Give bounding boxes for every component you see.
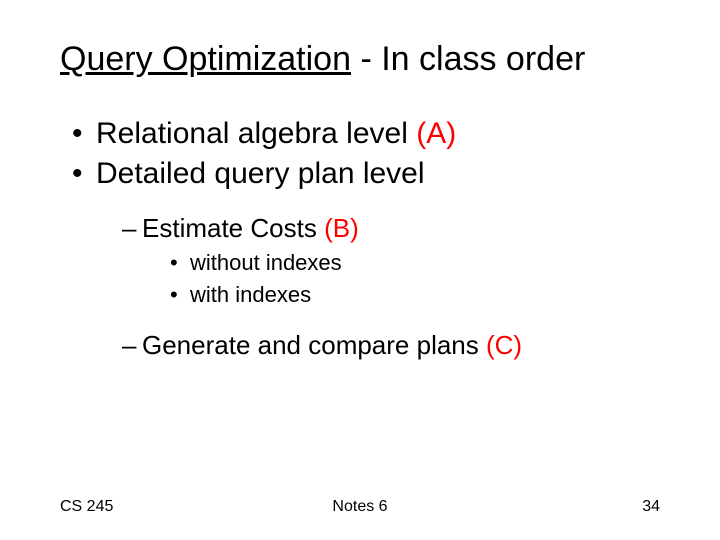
bullet-text-content: Generate and compare plans	[142, 330, 486, 360]
footer: CS 245 Notes 6 34	[60, 498, 660, 516]
bullet-dot-icon: •	[170, 250, 190, 276]
bullet-text-content: Relational algebra level	[96, 117, 416, 150]
dash-icon: –	[122, 213, 142, 244]
bullet-marker: (A)	[416, 117, 456, 150]
bullet-level1: • Detailed query plan level	[72, 157, 660, 191]
bullet-level3: • with indexes	[170, 282, 660, 308]
title-rest: - In class order	[351, 40, 585, 78]
slide: Query Optimization - In class order • Re…	[0, 0, 720, 540]
bullet-marker: (B)	[324, 213, 359, 243]
bullet-text-content: Estimate Costs	[142, 213, 324, 243]
bullet-level2: – Estimate Costs (B)	[122, 213, 660, 244]
bullet-dot-icon: •	[170, 282, 190, 308]
bullet-marker: (C)	[486, 330, 522, 360]
bullet-text: without indexes	[190, 250, 342, 276]
bullet-text: with indexes	[190, 282, 311, 308]
bullet-dot-icon: •	[72, 117, 96, 151]
bullet-level3: • without indexes	[170, 250, 660, 276]
bullet-text: Detailed query plan level	[96, 157, 425, 191]
footer-center: Notes 6	[60, 498, 660, 516]
slide-title: Query Optimization - In class order	[60, 40, 660, 79]
title-underlined: Query Optimization	[60, 40, 351, 78]
bullet-level2: – Generate and compare plans (C)	[122, 330, 660, 361]
dash-icon: –	[122, 330, 142, 361]
bullet-text: Generate and compare plans (C)	[142, 330, 522, 361]
bullet-dot-icon: •	[72, 157, 96, 191]
bullet-level1: • Relational algebra level (A)	[72, 117, 660, 151]
bullet-text: Relational algebra level (A)	[96, 117, 456, 151]
bullet-text: Estimate Costs (B)	[142, 213, 359, 244]
